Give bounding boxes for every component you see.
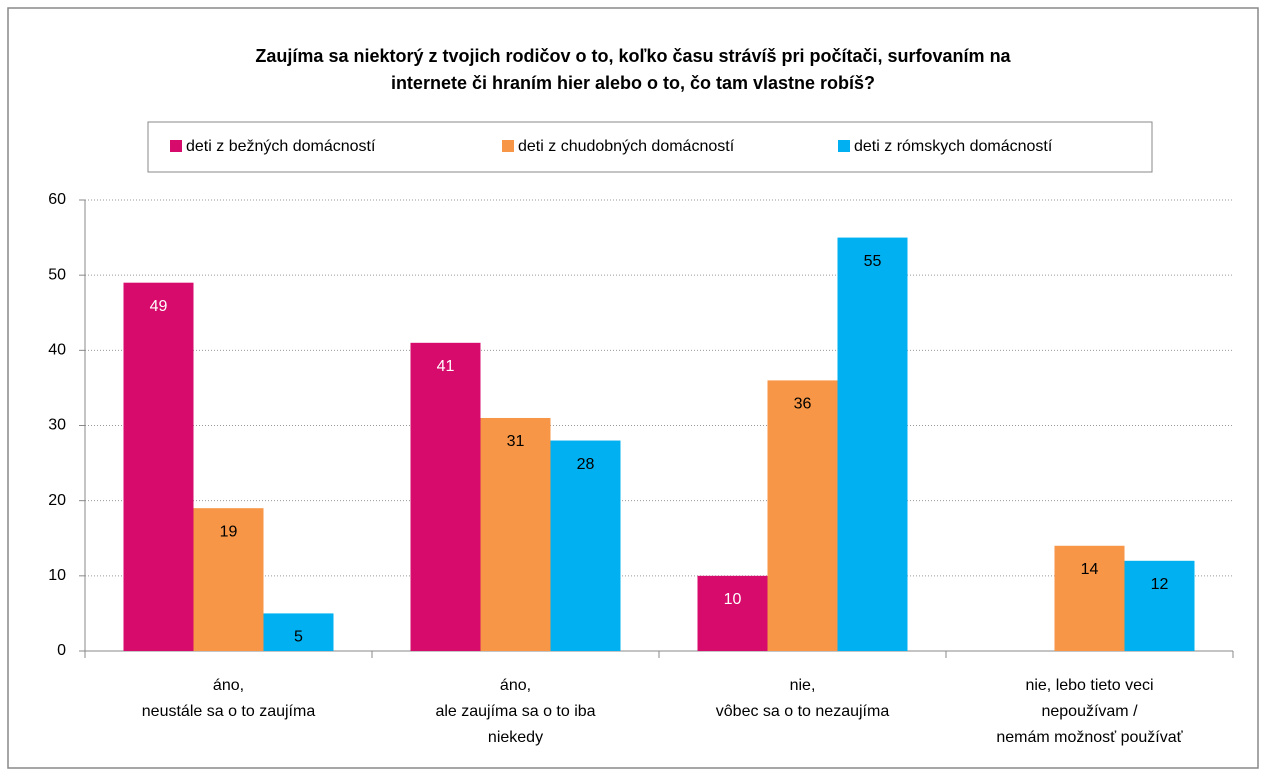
x-tick-label: nepoužívam / [1041, 703, 1138, 720]
x-tick-label: neustále sa o to zaujíma [142, 703, 316, 720]
data-label: 10 [724, 591, 742, 608]
x-tick-label: nemám možnosť používať [996, 729, 1183, 746]
y-tick-label: 60 [48, 191, 66, 208]
y-tick-label: 30 [48, 417, 66, 434]
y-tick-label: 20 [48, 492, 66, 509]
legend-box [147, 121, 1153, 173]
legend-label: deti z bežných domácností [186, 138, 376, 155]
data-label: 19 [220, 523, 238, 540]
x-tick-label: niekedy [488, 729, 543, 746]
bar [480, 417, 551, 651]
chart-title: internete či hraním hier alebo o to, čo … [391, 73, 875, 93]
data-label: 36 [794, 396, 812, 413]
data-label: 41 [437, 358, 455, 375]
legend-swatch [502, 140, 514, 152]
legend-swatch [170, 140, 182, 152]
x-tick-label: áno, [500, 677, 531, 694]
bar [1054, 545, 1125, 651]
y-tick-label: 40 [48, 342, 66, 359]
bar [193, 508, 264, 651]
y-tick-label: 50 [48, 266, 66, 283]
data-label: 28 [577, 456, 595, 473]
data-label: 12 [1151, 576, 1169, 593]
data-label: 31 [507, 433, 525, 450]
bar [767, 380, 838, 651]
bar [697, 575, 768, 651]
data-label: 14 [1081, 561, 1099, 578]
data-label: 55 [864, 253, 882, 270]
bar [410, 342, 481, 651]
bar [837, 237, 908, 652]
y-tick-label: 10 [48, 567, 66, 584]
chart-title: Zaujíma sa niektorý z tvojich rodičov o … [255, 46, 1011, 66]
bar [1124, 560, 1195, 651]
x-tick-label: ale zaujíma sa o to iba [435, 703, 595, 720]
bar [123, 282, 194, 651]
x-tick-label: nie, [790, 677, 816, 694]
legend-label: deti z chudobných domácností [518, 138, 735, 155]
x-tick-label: vôbec sa o to nezaujíma [716, 703, 890, 720]
data-label: 5 [294, 629, 303, 646]
data-label: 49 [150, 298, 168, 315]
bar [263, 613, 334, 651]
x-tick-label: áno, [213, 677, 244, 694]
bar [550, 440, 621, 651]
x-tick-label: nie, lebo tieto veci [1025, 677, 1153, 694]
legend-label: deti z rómskych domácností [854, 138, 1053, 155]
y-tick-label: 0 [57, 642, 66, 659]
legend-swatch [838, 140, 850, 152]
